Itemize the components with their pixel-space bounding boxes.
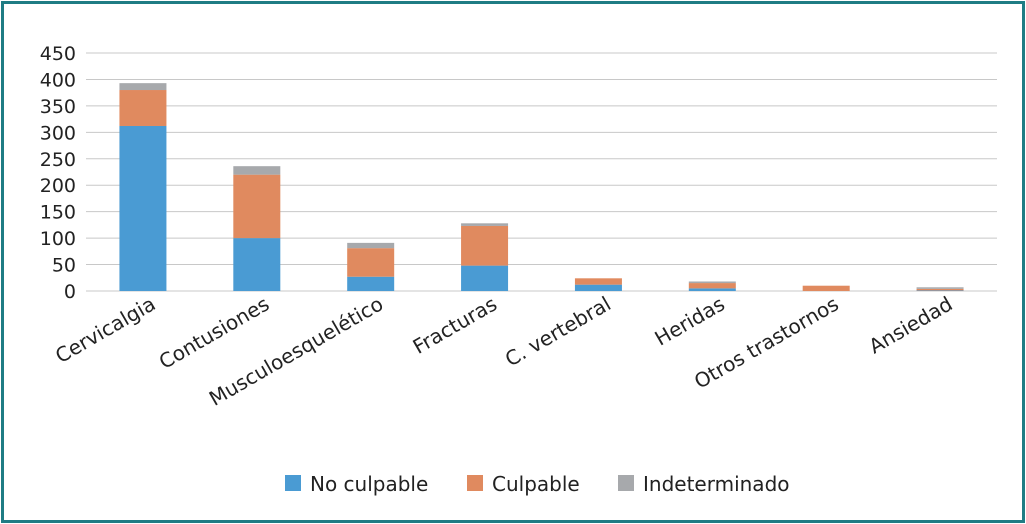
bar-segment-indeterminado (347, 242, 395, 249)
y-tick-label: 0 (64, 281, 76, 303)
bar-segment-no-culpable (347, 276, 395, 291)
y-tick-label: 100 (40, 228, 76, 250)
bar-segment-culpable (574, 278, 622, 285)
legend-label: Culpable (492, 472, 580, 496)
y-tick-label: 250 (40, 149, 76, 171)
bars (119, 83, 964, 291)
x-category-label: Ansiedad (865, 292, 957, 359)
y-tick-label: 150 (40, 202, 76, 224)
bar-segment-indeterminado (233, 166, 281, 175)
gridlines (86, 52, 997, 292)
legend-swatch (467, 475, 483, 491)
y-tick-label: 50 (52, 255, 76, 277)
bar-segment-indeterminado (688, 281, 736, 284)
bar-segment-culpable (233, 174, 281, 239)
bar-segment-culpable (347, 248, 395, 277)
x-category-label: Cervicalgia (51, 292, 159, 368)
bar-segment-no-culpable (461, 265, 509, 291)
bar-segment-no-culpable (574, 284, 622, 291)
bar-segment-culpable (688, 283, 736, 289)
x-category-label: C. vertebral (501, 292, 615, 372)
x-axis-labels: CervicalgiaContusionesMusculoesquelético… (51, 292, 956, 411)
y-tick-label: 450 (40, 43, 76, 65)
y-tick-label: 300 (40, 122, 76, 144)
bar-segment-culpable (119, 90, 167, 126)
bar-segment-indeterminado (119, 83, 167, 91)
y-tick-label: 400 (40, 69, 76, 91)
bar-segment-no-culpable (916, 290, 964, 291)
x-category-label: Heridas (651, 292, 729, 351)
bar-segment-indeterminado (461, 223, 509, 226)
bar-segment-no-culpable (233, 238, 281, 291)
bar-segment-no-culpable (119, 125, 167, 291)
bar-segment-culpable (802, 285, 850, 291)
y-axis-ticks: 0 50 100 150 200 250 300 350 400 450 (40, 43, 76, 303)
y-tick-label: 350 (40, 96, 76, 118)
legend-swatch (285, 475, 301, 491)
legend-label: Indeterminado (643, 472, 790, 496)
legend: No culpable Culpable Indeterminado (285, 472, 790, 496)
bar-segment-no-culpable (688, 288, 736, 291)
bar-segment-indeterminado (916, 287, 964, 289)
legend-swatch (618, 475, 634, 491)
x-category-label: Fracturas (409, 292, 501, 359)
bar-segment-culpable (916, 288, 964, 291)
bar-segment-culpable (461, 225, 509, 266)
y-tick-label: 200 (40, 175, 76, 197)
legend-label: No culpable (310, 472, 428, 496)
